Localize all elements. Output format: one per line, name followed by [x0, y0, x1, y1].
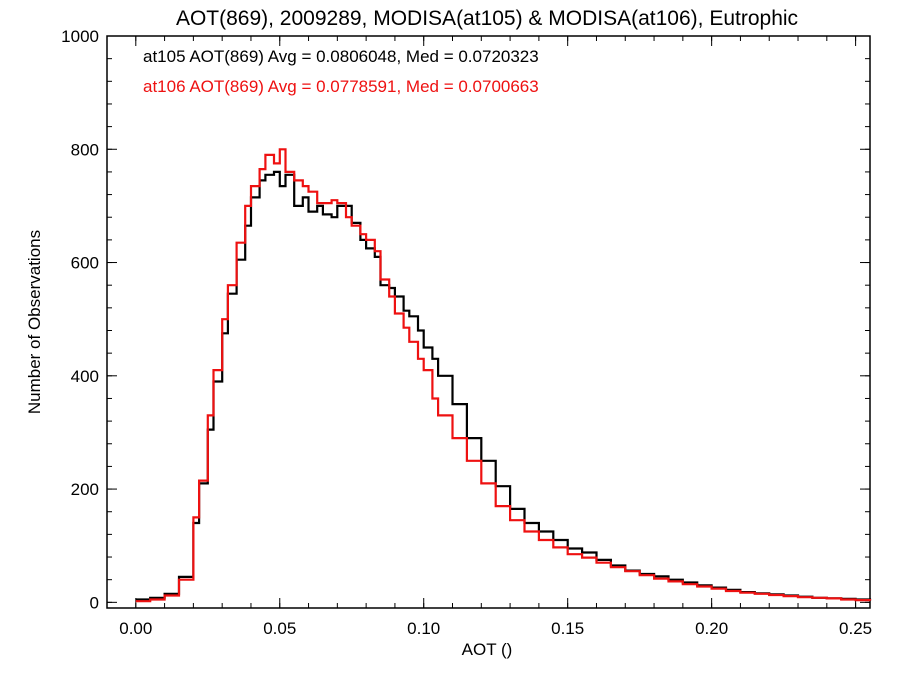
plot-frame	[106, 35, 871, 609]
y-tick-label: 0	[90, 593, 99, 612]
x-axis-ticks: 0.00 0.05 0.10 0.15 0.20 0.25	[119, 36, 872, 638]
y-axis-ticks: 0 200 400 600 800 1000	[61, 27, 870, 612]
annotation-at105: at105 AOT(869) Avg = 0.0806048, Med = 0.…	[143, 47, 539, 66]
y-tick-label: 800	[71, 140, 99, 159]
x-tick-label: 0.00	[119, 619, 152, 638]
y-tick-label: 600	[71, 254, 99, 273]
y-axis-label: Number of Observations	[25, 230, 44, 414]
y-tick-label: 1000	[61, 27, 99, 46]
x-tick-label: 0.15	[551, 619, 584, 638]
annotation-at106: at106 AOT(869) Avg = 0.0778591, Med = 0.…	[143, 77, 539, 96]
y-tick-label: 400	[71, 367, 99, 386]
x-tick-label: 0.05	[263, 619, 296, 638]
chart-title: AOT(869), 2009289, MODISA(at105) & MODIS…	[176, 7, 798, 30]
series-layer	[135, 148, 872, 603]
y-tick-label: 200	[71, 480, 99, 499]
x-tick-label: 0.10	[407, 619, 440, 638]
x-tick-label: 0.20	[695, 619, 728, 638]
x-axis-label: AOT ()	[462, 640, 513, 659]
series-line-at106	[135, 148, 872, 603]
x-tick-label: 0.25	[839, 619, 872, 638]
